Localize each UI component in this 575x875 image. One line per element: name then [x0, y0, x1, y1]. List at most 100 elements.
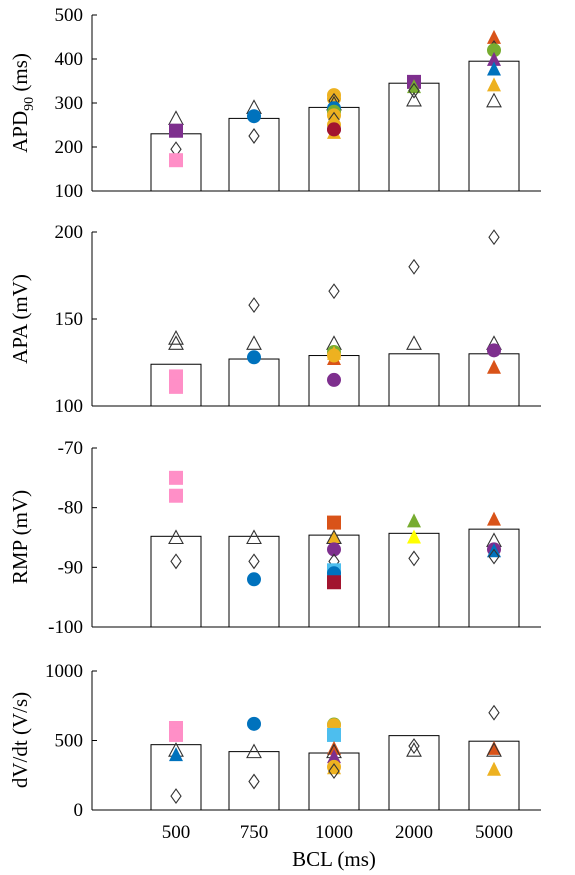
y-tick-label: 1000 [45, 661, 83, 682]
chart-panel-2: 100 150 200 APA (mV) [8, 222, 541, 417]
x-axis-label: BCL (ms) [292, 847, 376, 871]
data-point [327, 542, 341, 557]
y-axis-label: APA (mV) [8, 274, 32, 364]
y-tick-label: 0 [74, 800, 84, 821]
y-tick-label: -80 [58, 498, 83, 519]
data-point [487, 761, 501, 776]
data-point [327, 760, 341, 775]
data-point [168, 335, 184, 350]
data-point [246, 335, 262, 350]
y-tick-label: 200 [55, 222, 84, 243]
bar [388, 353, 440, 407]
data-point [170, 553, 182, 570]
data-point [327, 108, 341, 123]
chart-panel-4: 0 500 1000 dV/dt (V/s) 500 750 1000 2000 5000 BCL… [8, 661, 541, 871]
data-point [407, 529, 421, 544]
y-tick-label: -90 [58, 557, 83, 578]
y-tick-label: 100 [55, 181, 84, 202]
data-point [247, 350, 261, 365]
data-point [248, 297, 260, 314]
y-tick-label: 300 [55, 93, 84, 114]
bar [150, 744, 202, 811]
data-point [168, 529, 184, 545]
data-point [247, 109, 261, 124]
data-point [169, 488, 183, 503]
data-point [169, 470, 183, 485]
data-point [488, 229, 500, 246]
data-point [327, 749, 341, 764]
data-point [487, 29, 501, 44]
data-point [406, 335, 422, 350]
bar [228, 358, 280, 407]
data-point [327, 575, 341, 590]
data-point [487, 77, 501, 92]
data-point [247, 572, 261, 587]
data-point [406, 91, 422, 107]
y-tick-label: 200 [55, 137, 84, 158]
data-point [487, 343, 501, 358]
y-tick-label: 100 [55, 396, 84, 417]
data-point [487, 511, 501, 526]
x-tick-label: 5000 [475, 822, 513, 843]
data-point [247, 716, 261, 731]
data-point [487, 43, 501, 58]
x-tick-label: 1000 [315, 822, 353, 843]
bar [150, 535, 202, 628]
data-point [486, 742, 502, 757]
data-point [488, 548, 500, 565]
data-point [487, 740, 501, 755]
y-tick-label: 150 [55, 309, 84, 330]
y-tick-label: 500 [55, 731, 84, 752]
chart-panel-1: 100 200 300 400 500 APD90 (ms) [8, 5, 541, 202]
bar [228, 751, 280, 811]
data-point [487, 51, 501, 66]
bar [388, 735, 440, 811]
x-tick-label: 750 [240, 822, 269, 843]
y-tick-label: 500 [55, 5, 84, 26]
bar [388, 82, 440, 192]
y-axis-label-subscript: 90 [22, 97, 37, 111]
data-point [327, 727, 341, 742]
data-point [408, 738, 420, 755]
data-point [408, 82, 420, 99]
data-point [248, 553, 260, 570]
data-point [407, 513, 421, 528]
data-point [248, 128, 260, 144]
y-axis-label-main: APD [8, 111, 32, 153]
data-point [328, 763, 340, 780]
y-axis-label: dV/dt (V/s) [8, 692, 32, 788]
data-point [327, 515, 341, 530]
y-axis-label: APD90 (ms) [8, 53, 37, 153]
data-point [246, 529, 262, 545]
data-point [169, 747, 183, 762]
data-point [328, 283, 340, 300]
data-point [327, 529, 341, 544]
data-point [169, 123, 183, 138]
data-point [246, 743, 262, 759]
y-axis-label-unit: (ms) [8, 53, 32, 97]
data-point [327, 372, 341, 387]
data-point [169, 379, 183, 394]
chart-panel-3: -100 -90 -80 -70 RMP (mV) [8, 438, 541, 638]
data-point [487, 359, 501, 374]
data-point [408, 258, 420, 275]
data-point [406, 742, 422, 757]
x-tick-label: 500 [162, 822, 191, 843]
data-point [487, 61, 501, 76]
y-tick-label: -100 [48, 617, 83, 638]
x-tick-label: 2000 [395, 822, 433, 843]
data-point [488, 704, 500, 721]
y-axis-label: RMP (mV) [8, 490, 32, 584]
data-point [408, 550, 420, 567]
bar [388, 532, 440, 628]
y-tick-label: 400 [55, 49, 84, 70]
data-point [168, 329, 184, 345]
data-point [170, 788, 182, 805]
data-point [327, 122, 341, 137]
data-point [169, 153, 183, 168]
y-tick-label: -70 [58, 438, 83, 459]
data-point [168, 110, 184, 125]
data-point [407, 79, 421, 94]
data-point [248, 773, 260, 790]
